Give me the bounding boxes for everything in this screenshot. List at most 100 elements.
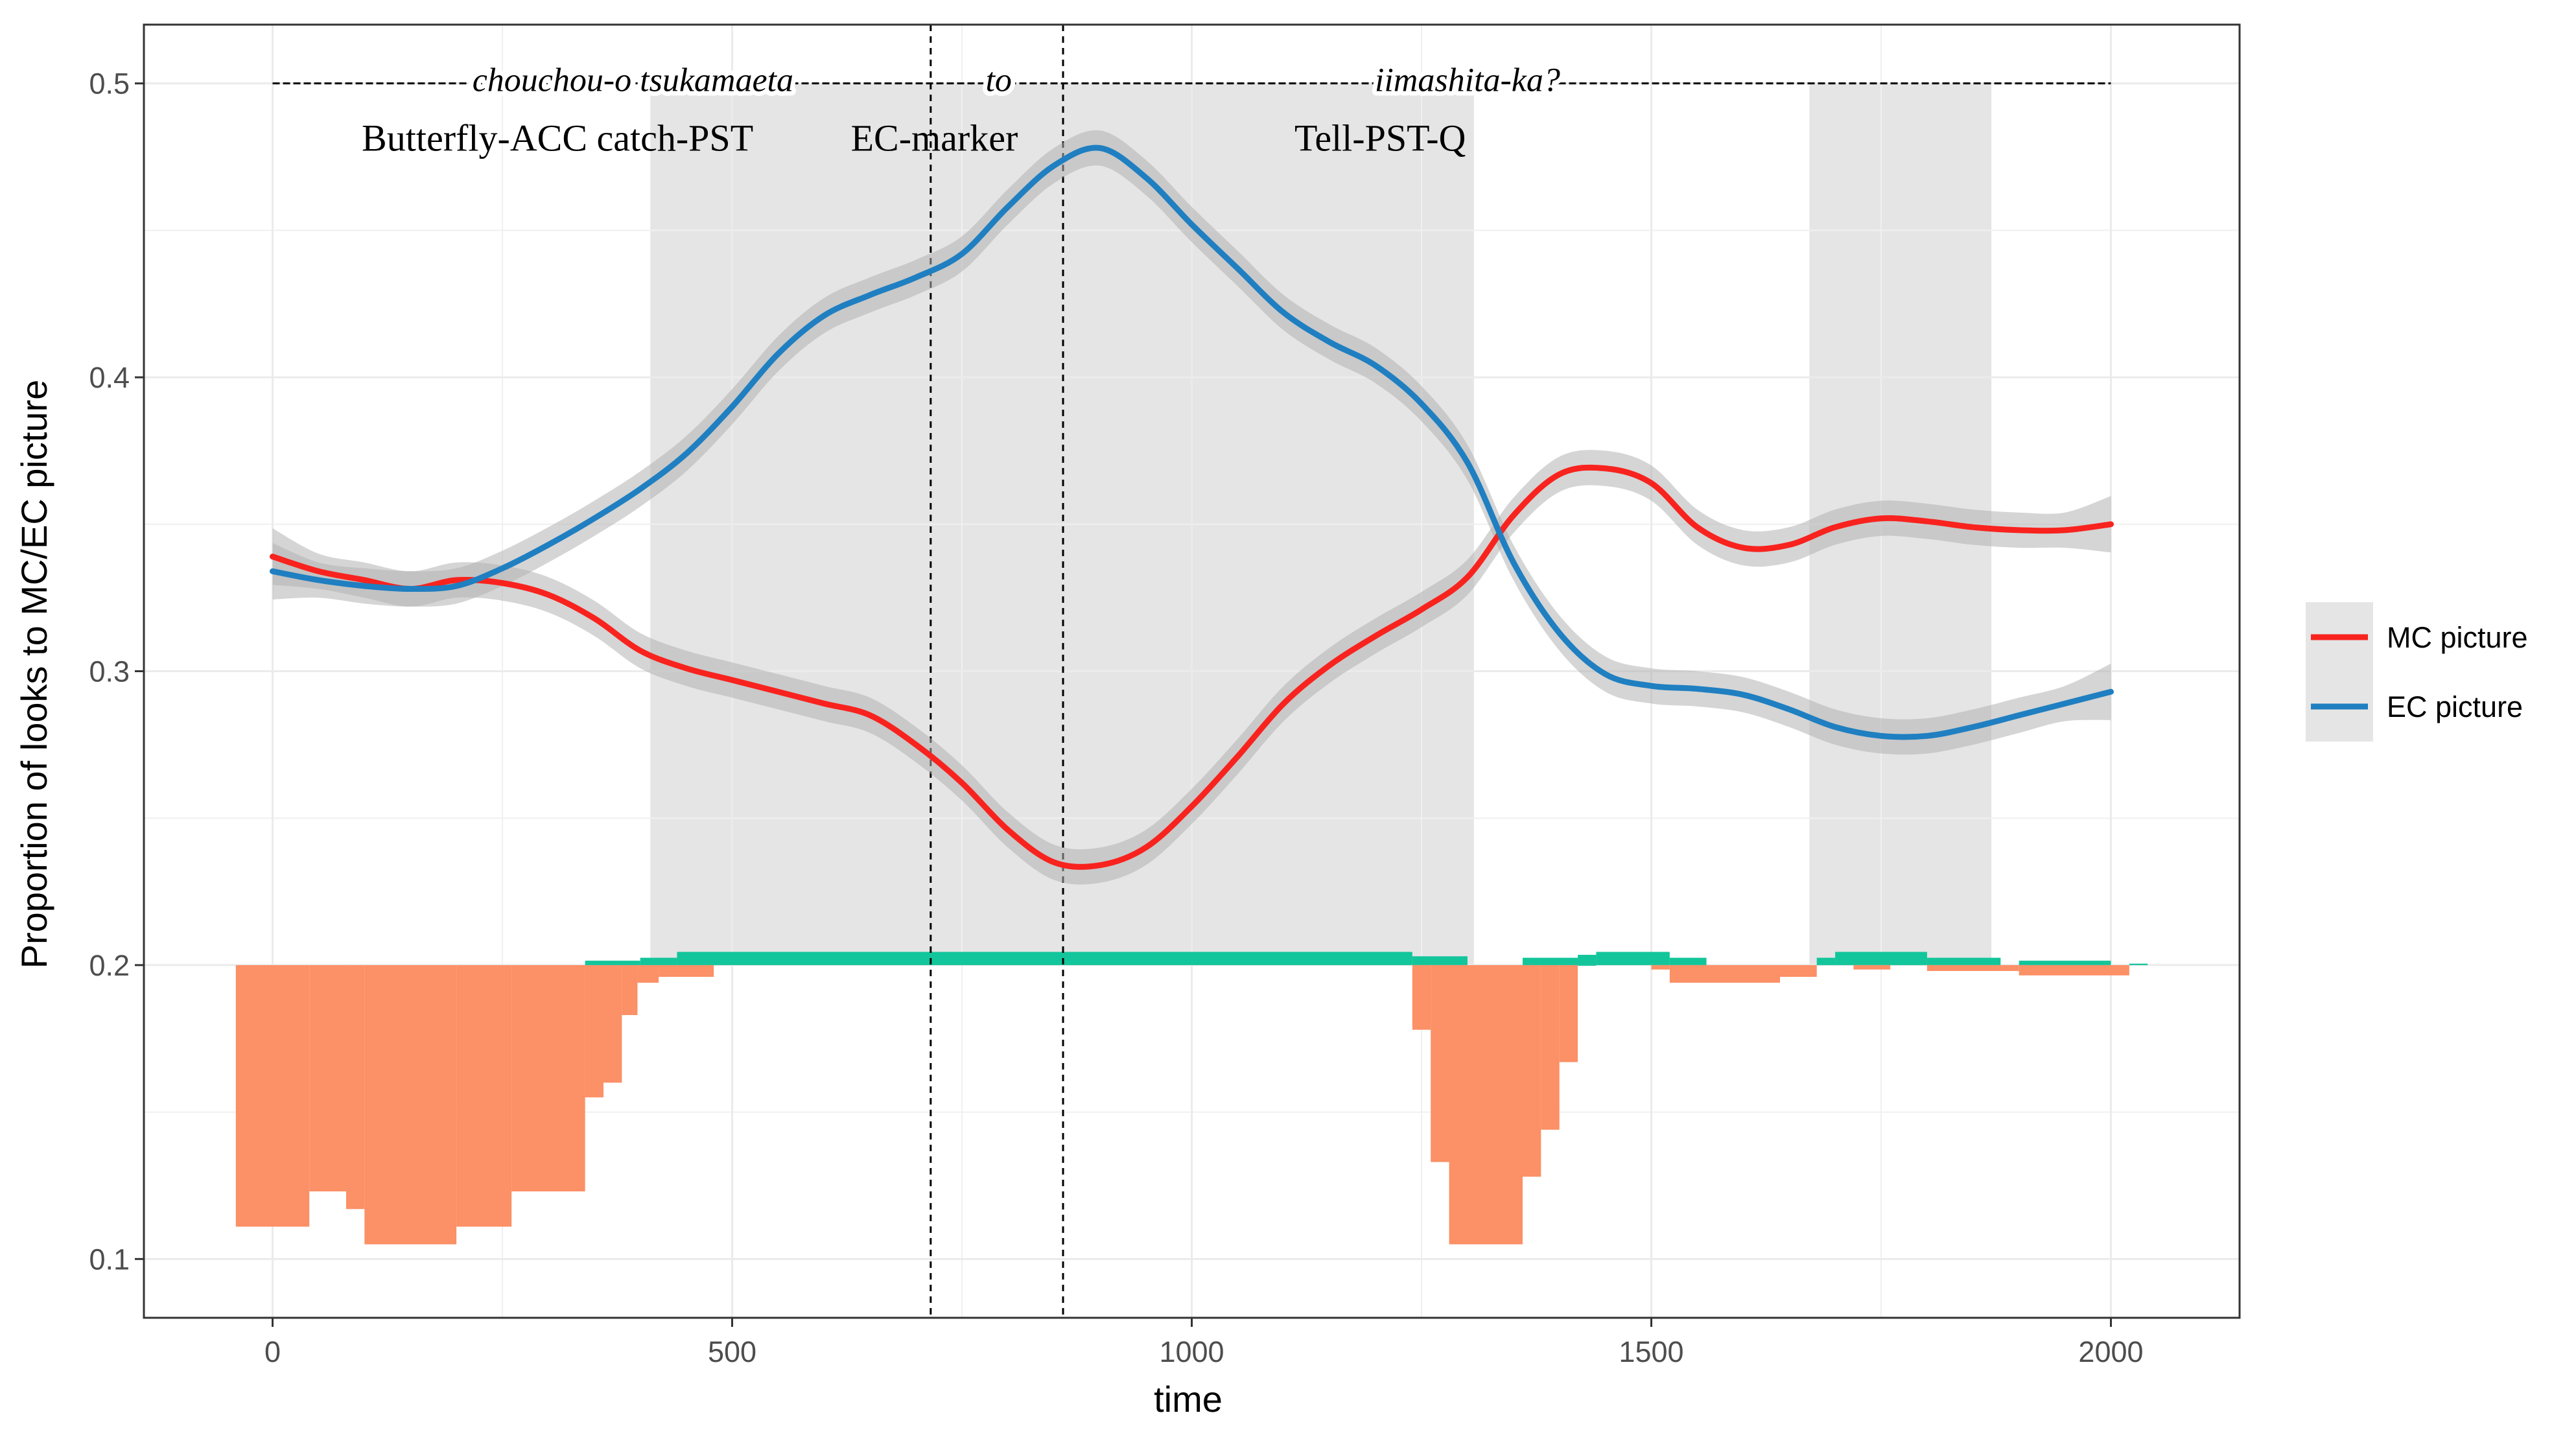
difference-bar-21 — [1559, 965, 1578, 1062]
data-point-1-4 — [456, 585, 457, 587]
data-point-0-17 — [1053, 861, 1055, 863]
difference-bar-3 — [364, 965, 457, 1245]
difference-bar-10 — [659, 965, 714, 977]
data-point-0-33 — [1788, 544, 1790, 546]
data-point-1-16 — [1007, 206, 1009, 207]
difference-bar-33 — [1853, 965, 1891, 970]
data-point-1-30 — [1650, 685, 1652, 686]
difference-bar-26 — [1669, 957, 1707, 965]
data-point-0-16 — [1007, 829, 1009, 830]
legend-label-0: MC picture — [2387, 621, 2528, 654]
data-point-0-19 — [1145, 847, 1147, 848]
data-point-1-29 — [1605, 673, 1606, 675]
data-point-0-2 — [364, 579, 365, 581]
difference-bar-15 — [1412, 956, 1468, 965]
data-point-0-34 — [1834, 526, 1836, 528]
difference-bar-0 — [235, 965, 310, 1227]
data-point-0-36 — [1926, 521, 1928, 522]
data-point-1-5 — [502, 568, 503, 569]
data-point-0-20 — [1191, 806, 1193, 807]
data-point-1-2 — [364, 585, 365, 587]
data-point-1-25 — [1421, 403, 1422, 404]
data-point-0-22 — [1283, 703, 1284, 704]
data-point-0-30 — [1650, 482, 1652, 484]
difference-bar-5 — [511, 965, 585, 1192]
legend: MC picture EC picture — [2306, 602, 2528, 742]
difference-bar-25 — [1596, 952, 1670, 965]
difference-bar-7 — [603, 965, 622, 1083]
x-tick-label-0: 0 — [264, 1335, 281, 1368]
data-point-0-24 — [1375, 635, 1376, 637]
x-tick-label-2: 1000 — [1159, 1335, 1224, 1368]
sentence-word-1: to — [985, 62, 1011, 99]
data-point-1-33 — [1788, 708, 1790, 710]
difference-bar-22 — [1578, 965, 1597, 966]
difference-bar-23 — [1522, 957, 1578, 965]
data-point-0-13 — [869, 715, 871, 716]
x-axis-title: time — [1154, 1379, 1223, 1420]
data-point-0-12 — [823, 703, 825, 704]
difference-bar-27 — [1651, 965, 1670, 970]
series-line-0 — [270, 464, 2114, 870]
difference-bar-24 — [1578, 955, 1597, 965]
difference-bar-16 — [1412, 965, 1431, 1030]
data-point-1-9 — [686, 453, 687, 454]
difference-bar-32 — [1926, 957, 2001, 965]
difference-bar-12 — [640, 957, 677, 965]
data-point-1-37 — [1973, 727, 1974, 728]
data-point-1-0 — [272, 570, 274, 572]
data-point-0-21 — [1237, 756, 1238, 757]
difference-bar-34 — [1926, 965, 2019, 971]
y-tick-label-4: 0.5 — [89, 67, 130, 100]
gloss-label-2: Tell-PST-Q — [1294, 117, 1466, 159]
data-point-1-17 — [1053, 165, 1055, 167]
data-point-0-7 — [594, 618, 595, 619]
difference-bars — [235, 952, 2148, 1245]
difference-bar-28 — [1669, 965, 1781, 983]
series-line-1 — [270, 145, 2114, 740]
confidence-ribbons — [272, 130, 2111, 885]
difference-bar-29 — [1780, 965, 1817, 977]
data-point-1-20 — [1191, 224, 1193, 225]
data-point-0-0 — [272, 556, 274, 557]
data-point-0-11 — [777, 691, 779, 692]
data-point-1-35 — [1880, 735, 1882, 736]
difference-bar-6 — [585, 965, 603, 1097]
data-point-0-27 — [1513, 515, 1514, 516]
data-point-0-10 — [732, 679, 733, 681]
data-point-0-35 — [1880, 518, 1882, 519]
data-point-1-27 — [1513, 562, 1514, 563]
data-point-1-34 — [1834, 727, 1836, 728]
difference-bar-1 — [309, 965, 346, 1192]
data-point-0-5 — [502, 582, 503, 583]
y-tick-label-0: 0.1 — [89, 1243, 130, 1276]
data-point-0-26 — [1467, 576, 1468, 578]
data-point-0-6 — [548, 594, 549, 596]
data-point-1-28 — [1559, 633, 1560, 634]
data-point-1-11 — [777, 353, 779, 355]
difference-bar-35 — [2019, 961, 2111, 965]
data-point-0-1 — [318, 570, 319, 572]
data-point-0-23 — [1329, 664, 1330, 666]
legend-label-1: EC picture — [2387, 690, 2523, 723]
difference-bar-20 — [1541, 965, 1560, 1130]
data-point-0-15 — [961, 782, 963, 784]
y-axis-title: Proportion of looks to MC/EC picture — [14, 380, 54, 969]
axes: 0.1 0.2 0.3 0.4 0.5 0 500 1000 1500 2000 — [89, 67, 2143, 1368]
data-point-0-39 — [2065, 530, 2066, 531]
difference-bar-14 — [1062, 952, 1412, 965]
data-point-0-14 — [915, 744, 917, 745]
difference-bar-13 — [677, 952, 1063, 965]
data-point-1-18 — [1099, 147, 1101, 148]
sentence-word-2: iimashita-ka? — [1375, 62, 1560, 99]
data-point-0-31 — [1696, 526, 1698, 528]
data-point-0-9 — [686, 668, 687, 669]
difference-bar-19 — [1522, 965, 1541, 1177]
data-point-1-7 — [594, 518, 595, 519]
x-tick-label-3: 1500 — [1619, 1335, 1683, 1368]
y-tick-label-3: 0.4 — [89, 361, 130, 394]
data-point-0-40 — [2110, 524, 2111, 525]
data-point-1-23 — [1329, 342, 1330, 343]
